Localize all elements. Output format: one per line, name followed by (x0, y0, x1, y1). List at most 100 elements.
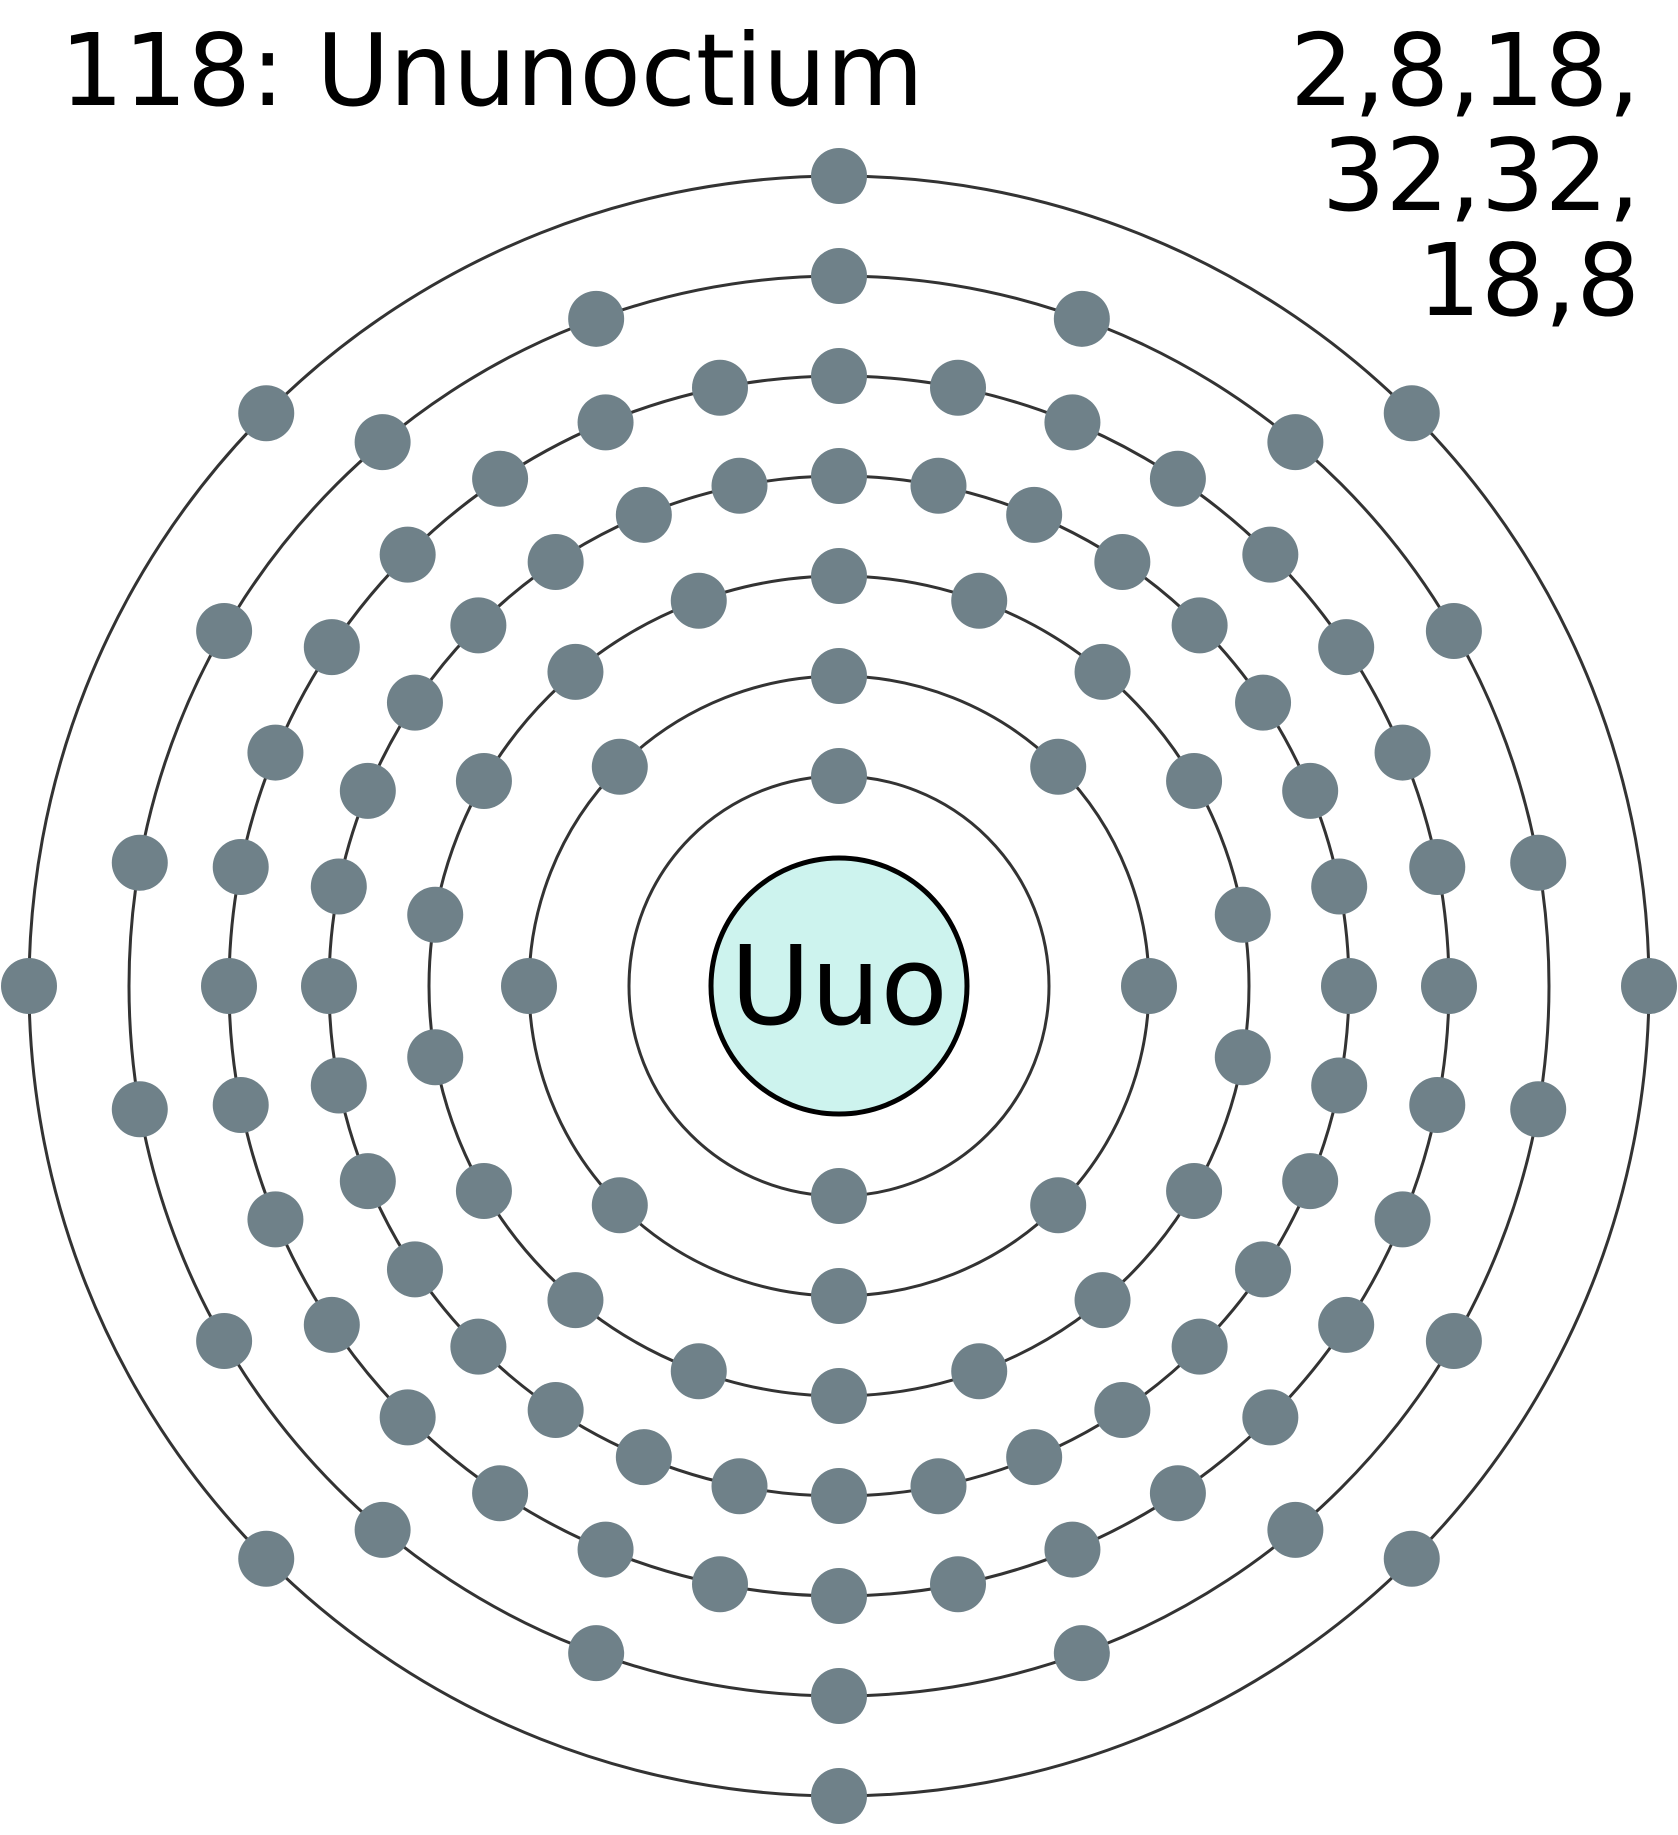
electron (1510, 835, 1566, 891)
electron (671, 573, 727, 629)
electron (450, 1319, 506, 1375)
electron (450, 597, 506, 653)
electron (1030, 739, 1086, 795)
electron (1384, 1531, 1440, 1587)
electron (1006, 1429, 1062, 1485)
electron (1311, 1057, 1367, 1113)
electron (1172, 597, 1228, 653)
electron (930, 1556, 986, 1612)
electron (1421, 958, 1477, 1014)
electron (1075, 1272, 1131, 1328)
electron (1166, 1163, 1222, 1219)
electron (811, 1468, 867, 1524)
electron (547, 1272, 603, 1328)
electron (811, 1268, 867, 1324)
electron (1150, 451, 1206, 507)
electron (692, 1556, 748, 1612)
electron (1030, 1177, 1086, 1233)
electron (196, 1313, 252, 1369)
electron (311, 859, 367, 915)
electron (1621, 958, 1677, 1014)
electron (355, 1502, 411, 1558)
electron (1094, 534, 1150, 590)
electron (1375, 725, 1431, 781)
electron (692, 360, 748, 416)
nucleus-symbol: Uuo (730, 922, 948, 1050)
electron (1235, 675, 1291, 731)
electron (951, 1343, 1007, 1399)
electron (811, 1668, 867, 1724)
electron (1282, 763, 1338, 819)
electron (712, 1458, 768, 1514)
electron (1409, 839, 1465, 895)
electron (1267, 1502, 1323, 1558)
electron (238, 1531, 294, 1587)
electron (811, 748, 867, 804)
electron (1267, 414, 1323, 470)
electron (340, 1153, 396, 1209)
electron (811, 448, 867, 504)
electron (1426, 603, 1482, 659)
electron (1054, 1625, 1110, 1681)
electron (1094, 1382, 1150, 1438)
electron (112, 835, 168, 891)
electron (1510, 1081, 1566, 1137)
electron (811, 1368, 867, 1424)
electron (1006, 487, 1062, 543)
electron (238, 385, 294, 441)
electron (247, 725, 303, 781)
electron (528, 534, 584, 590)
electron (616, 1429, 672, 1485)
electron (1235, 1241, 1291, 1297)
electron (592, 739, 648, 795)
electron (304, 1297, 360, 1353)
electron (355, 414, 411, 470)
electron (196, 603, 252, 659)
electron (456, 1163, 512, 1219)
electron (1282, 1153, 1338, 1209)
electron (1215, 887, 1271, 943)
electron (1, 958, 57, 1014)
electron (472, 1465, 528, 1521)
electron (811, 148, 867, 204)
electron (1044, 394, 1100, 450)
electron (407, 1029, 463, 1085)
electron (1318, 619, 1374, 675)
electron (568, 1625, 624, 1681)
electron (407, 887, 463, 943)
electron (1044, 1522, 1100, 1578)
electron (811, 1568, 867, 1624)
electron (811, 1168, 867, 1224)
electron (456, 753, 512, 809)
electron (1321, 958, 1377, 1014)
electron (910, 458, 966, 514)
electron (1121, 958, 1177, 1014)
electron (951, 573, 1007, 629)
electron (1242, 527, 1298, 583)
electron (578, 394, 634, 450)
electron (568, 291, 624, 347)
electron (380, 1389, 436, 1445)
electron (340, 763, 396, 819)
electron (1150, 1465, 1206, 1521)
electron (1409, 1077, 1465, 1133)
electron (112, 1081, 168, 1137)
electron (1384, 385, 1440, 441)
electron (301, 958, 357, 1014)
electron (213, 1077, 269, 1133)
electron (247, 1191, 303, 1247)
electron (1054, 291, 1110, 347)
electron (311, 1057, 367, 1113)
electron (1242, 1389, 1298, 1445)
electron (616, 487, 672, 543)
electron (1172, 1319, 1228, 1375)
electron (712, 458, 768, 514)
electron (1426, 1313, 1482, 1369)
electron (472, 451, 528, 507)
electron (811, 548, 867, 604)
electron (1375, 1191, 1431, 1247)
electron (501, 958, 557, 1014)
electron (811, 648, 867, 704)
electron (811, 348, 867, 404)
electron (201, 958, 257, 1014)
